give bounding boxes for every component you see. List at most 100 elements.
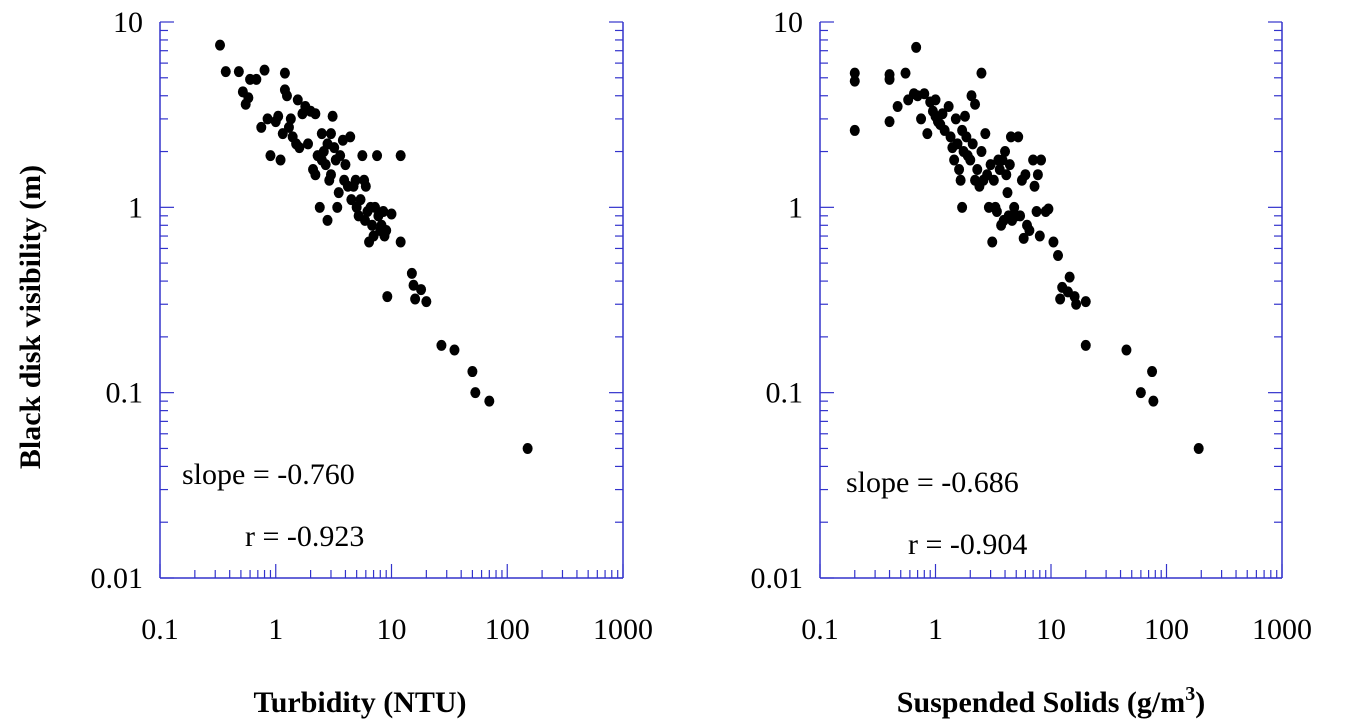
data-point — [1080, 296, 1091, 308]
data-point — [333, 187, 344, 199]
data-point — [1135, 387, 1146, 399]
data-point — [1036, 154, 1047, 166]
data-point — [985, 159, 996, 171]
data-point — [273, 110, 284, 122]
data-point — [952, 138, 963, 150]
data-point — [954, 164, 965, 176]
data-point — [395, 236, 406, 248]
y-tick-label: 10 — [113, 6, 143, 39]
data-point — [1009, 201, 1020, 213]
data-point — [262, 113, 273, 125]
data-point — [922, 128, 933, 140]
x-tick-label: 1000 — [593, 613, 653, 646]
data-point — [1029, 180, 1040, 192]
data-point — [470, 387, 481, 399]
data-point — [1018, 232, 1029, 244]
data-point — [1121, 344, 1132, 356]
data-point — [991, 205, 1002, 217]
data-point — [372, 150, 383, 162]
turbidity-tick-labels: 0.1 1 10 100 1000 0.01 0.1 1 10 — [91, 6, 654, 646]
data-point — [1147, 366, 1158, 378]
y-tick-label: 10 — [773, 6, 803, 39]
data-point — [410, 293, 421, 305]
x-tick-label: 0.1 — [801, 613, 839, 646]
data-point — [955, 174, 966, 186]
suspended-solids-ticks — [819, 21, 1283, 579]
data-point — [340, 159, 351, 171]
data-point — [303, 138, 314, 150]
data-point — [965, 154, 976, 166]
data-point — [279, 67, 290, 79]
data-point — [1015, 210, 1026, 222]
data-point — [243, 92, 254, 104]
y-tick-label: 0.1 — [106, 377, 144, 410]
data-point — [332, 201, 343, 213]
data-point — [972, 164, 983, 176]
y-tick-label: 0.01 — [751, 562, 804, 595]
data-point — [1055, 293, 1066, 305]
y-tick-label: 0.01 — [91, 562, 144, 595]
turbidity-points — [215, 39, 533, 454]
data-point — [322, 214, 333, 226]
data-point — [346, 194, 357, 206]
data-point — [950, 113, 961, 125]
data-point — [294, 142, 305, 154]
data-point — [1002, 187, 1013, 199]
data-point — [849, 124, 860, 136]
data-point — [937, 108, 948, 120]
data-point — [285, 113, 296, 125]
data-point — [406, 267, 417, 279]
x-axis-title-main: Suspended Solids (g/m — [897, 686, 1185, 719]
data-point — [359, 214, 370, 226]
data-point — [1080, 339, 1091, 351]
data-point — [1031, 205, 1042, 217]
data-point — [966, 90, 977, 102]
x-tick-label: 100 — [485, 613, 530, 646]
suspended-solids-tick-labels: 0.1 1 10 100 1000 0.01 0.1 1 10 — [751, 6, 1313, 646]
data-point — [395, 150, 406, 162]
slope-annotation: slope = -0.760 — [182, 458, 355, 491]
data-point — [382, 291, 393, 303]
turbidity-axes — [159, 22, 624, 579]
data-point — [976, 146, 987, 158]
data-point — [335, 150, 346, 162]
data-point — [849, 75, 860, 87]
data-point — [283, 121, 294, 133]
data-point — [484, 395, 495, 407]
data-point — [386, 208, 397, 220]
data-point — [292, 94, 303, 106]
data-point — [892, 100, 903, 112]
data-point — [367, 219, 378, 231]
data-point — [849, 67, 860, 79]
x-tick-label: 100 — [1144, 613, 1189, 646]
data-point — [957, 201, 968, 213]
data-point — [1000, 146, 1011, 158]
data-point — [943, 100, 954, 112]
data-point — [1032, 169, 1043, 181]
data-point — [256, 121, 267, 133]
data-point — [325, 128, 336, 140]
data-point — [467, 366, 478, 378]
data-point — [325, 169, 336, 181]
y-axis-title: Black disk visibility (m) — [14, 165, 47, 469]
data-point — [949, 154, 960, 166]
x-axis-title: Turbidity (NTU) — [253, 686, 466, 719]
y-tick-label: 1 — [128, 191, 143, 224]
data-point — [884, 116, 895, 128]
data-point — [919, 88, 930, 100]
data-point — [215, 39, 226, 51]
x-tick-label: 0.1 — [141, 613, 179, 646]
data-point — [959, 110, 970, 122]
data-point — [381, 224, 392, 236]
data-point — [911, 41, 922, 53]
data-point — [220, 66, 231, 78]
suspended-solids-panel: 0.1 1 10 100 1000 0.01 0.1 1 10 slope = -0.686 r… — [751, 6, 1313, 719]
data-point — [265, 150, 276, 162]
data-point — [930, 94, 941, 106]
data-point — [281, 90, 292, 102]
data-point — [916, 113, 927, 125]
data-point — [961, 131, 972, 143]
data-point — [970, 98, 981, 110]
data-point — [251, 73, 262, 85]
